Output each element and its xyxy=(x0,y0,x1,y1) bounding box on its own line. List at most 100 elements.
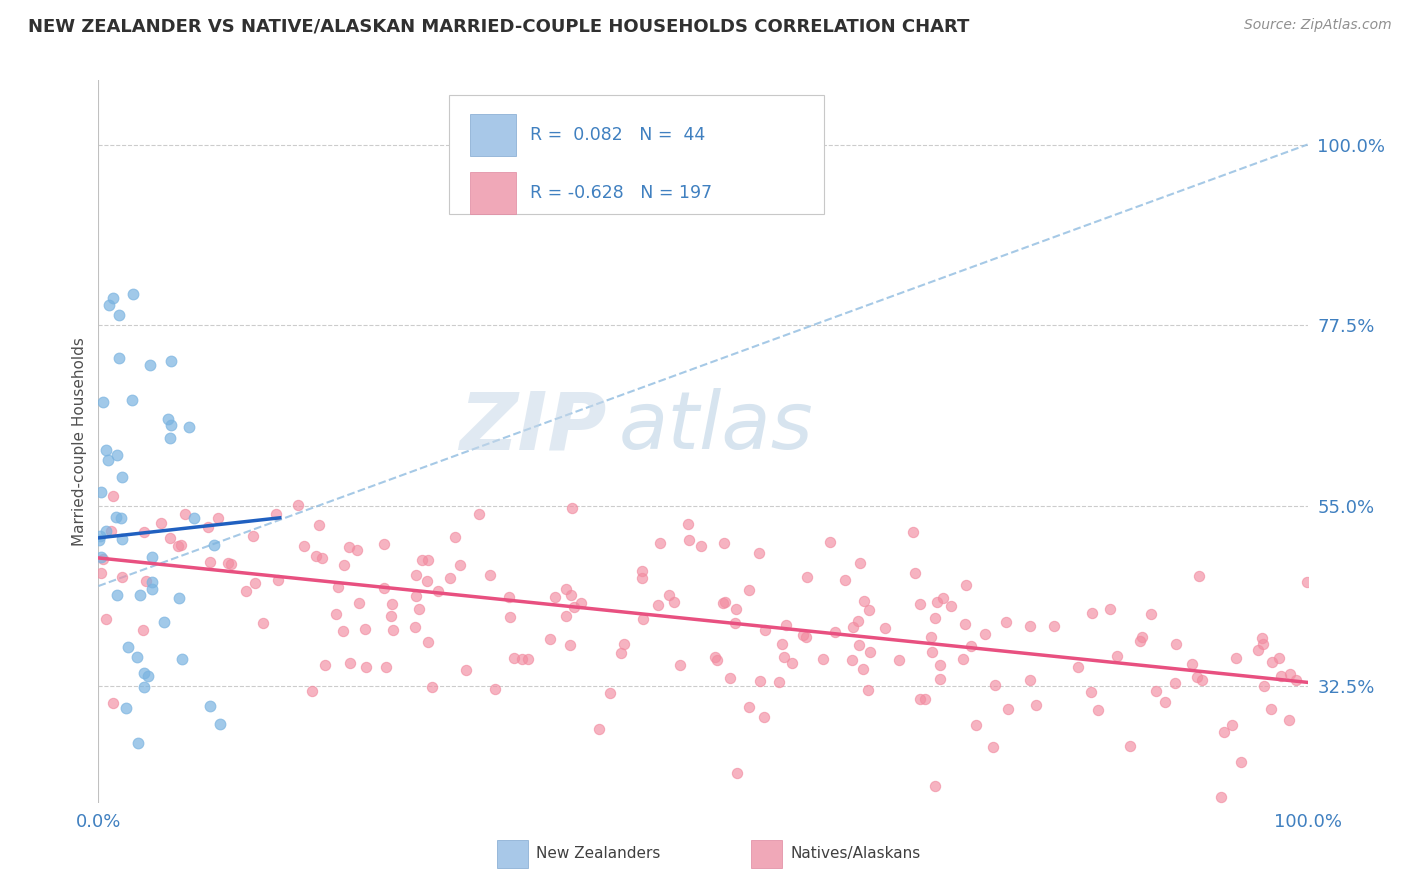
Point xyxy=(101,291,124,305)
Point xyxy=(107,588,129,602)
Point xyxy=(538,632,561,646)
Point xyxy=(110,570,132,584)
Point xyxy=(1279,667,1302,681)
Point xyxy=(613,637,636,651)
Point xyxy=(121,286,143,301)
Point xyxy=(953,617,976,632)
Point xyxy=(908,692,931,706)
Point xyxy=(1018,673,1040,687)
Point xyxy=(101,696,124,710)
Point xyxy=(93,551,115,566)
Point xyxy=(242,529,264,543)
Point xyxy=(411,553,433,567)
Point xyxy=(287,498,309,512)
Point xyxy=(997,702,1019,716)
Point xyxy=(443,530,465,544)
Point xyxy=(631,571,654,585)
Point xyxy=(669,657,692,672)
Point xyxy=(468,507,491,521)
Point xyxy=(952,652,974,666)
Point xyxy=(690,540,713,554)
Point xyxy=(217,556,239,570)
Point xyxy=(841,653,863,667)
Point xyxy=(901,525,924,540)
Point xyxy=(150,516,173,530)
Point xyxy=(974,626,997,640)
Point xyxy=(219,557,242,571)
Point xyxy=(1043,619,1066,633)
Point xyxy=(89,529,111,543)
Point xyxy=(658,588,681,602)
Point xyxy=(356,660,378,674)
Text: New Zealanders: New Zealanders xyxy=(536,846,661,861)
Point xyxy=(752,710,775,724)
Point xyxy=(96,443,118,458)
Point xyxy=(887,653,910,667)
Point xyxy=(842,620,865,634)
Point xyxy=(631,565,654,579)
Point xyxy=(314,657,336,672)
Point xyxy=(160,418,183,433)
Point xyxy=(794,630,817,644)
Point xyxy=(104,510,127,524)
Point xyxy=(132,623,155,637)
Point xyxy=(924,611,946,625)
Point xyxy=(852,594,875,608)
Point xyxy=(544,591,567,605)
FancyBboxPatch shape xyxy=(449,95,824,214)
Point xyxy=(1129,634,1152,648)
Point xyxy=(427,583,450,598)
Point xyxy=(994,615,1017,629)
Point xyxy=(105,448,128,462)
Point xyxy=(818,535,841,549)
Point xyxy=(94,524,117,538)
Point xyxy=(197,519,219,533)
Point xyxy=(169,591,191,605)
Point xyxy=(713,535,735,549)
Point xyxy=(939,599,962,614)
Point xyxy=(134,524,156,539)
Point xyxy=(170,652,193,666)
Point xyxy=(1181,657,1204,672)
Point xyxy=(910,597,932,611)
Point xyxy=(380,609,402,624)
Point xyxy=(153,615,176,629)
Point xyxy=(159,432,181,446)
Text: Natives/Alaskans: Natives/Alaskans xyxy=(790,846,921,861)
Point xyxy=(108,308,131,322)
Point xyxy=(1119,739,1142,753)
Point xyxy=(648,536,671,550)
Point xyxy=(439,571,461,585)
Point xyxy=(1295,574,1317,589)
Point xyxy=(558,638,581,652)
Point xyxy=(208,717,231,731)
Point xyxy=(183,510,205,524)
Point xyxy=(1144,684,1167,698)
Point xyxy=(167,539,190,553)
Point xyxy=(135,574,157,588)
Point xyxy=(346,543,368,558)
Point xyxy=(134,680,156,694)
Point xyxy=(347,596,370,610)
Point xyxy=(748,546,770,560)
Point xyxy=(749,673,772,688)
Point xyxy=(498,610,520,624)
Point xyxy=(724,616,747,631)
Point xyxy=(111,470,134,484)
Point xyxy=(91,395,114,409)
Point xyxy=(90,485,112,500)
Text: ZIP: ZIP xyxy=(458,388,606,467)
Point xyxy=(1164,636,1187,650)
Point xyxy=(1220,718,1243,732)
Point xyxy=(555,609,578,624)
Point xyxy=(932,591,955,605)
Point xyxy=(588,722,610,736)
Point xyxy=(502,650,524,665)
Point xyxy=(561,500,583,515)
Point xyxy=(983,678,1005,692)
Point xyxy=(245,576,267,591)
Point xyxy=(1164,675,1187,690)
Point xyxy=(252,616,274,631)
Point xyxy=(914,692,936,706)
Point xyxy=(754,624,776,638)
